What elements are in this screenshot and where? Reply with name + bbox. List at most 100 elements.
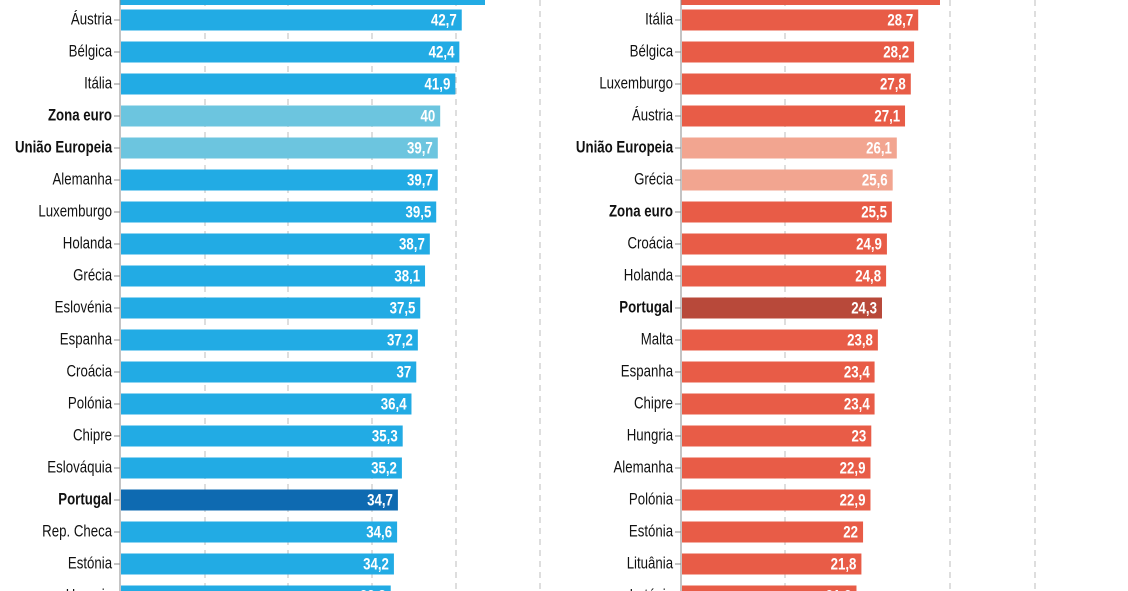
bar	[682, 585, 857, 591]
bar	[682, 233, 887, 255]
bar	[121, 105, 441, 127]
bar	[121, 297, 421, 319]
bar	[682, 73, 911, 95]
value-label: 28,7	[887, 11, 913, 30]
bar	[682, 521, 864, 543]
value-label: 37	[397, 363, 412, 382]
bar	[682, 361, 875, 383]
value-label: 42,7	[431, 11, 457, 30]
category-label: União Europeia	[15, 138, 113, 157]
value-label: 27,1	[874, 107, 900, 126]
bar	[682, 329, 878, 351]
value-label: 42,4	[429, 43, 455, 62]
value-label: 40	[420, 107, 435, 126]
category-label: Áustria	[632, 106, 674, 125]
bar	[682, 105, 906, 127]
bar	[121, 585, 391, 591]
bar	[682, 393, 875, 415]
value-label: 34,6	[366, 523, 392, 542]
value-label: 39,5	[406, 203, 432, 222]
value-label: 26,1	[866, 139, 892, 158]
left-bar-chart: Áustria 42,7 Bélgica 42,4 Itália 41,9 Zona eur…	[15, 0, 485, 591]
category-label: Zona euro	[48, 106, 112, 125]
value-label: 41,9	[425, 75, 451, 94]
bar	[121, 361, 417, 383]
bar	[682, 489, 871, 511]
value-label: 36,4	[381, 395, 407, 414]
bar	[682, 457, 871, 479]
value-label: 33,8	[360, 587, 386, 591]
category-label: Portugal	[619, 298, 673, 317]
bar	[682, 201, 892, 223]
value-label: 22	[843, 523, 858, 542]
value-label: 24,8	[855, 267, 881, 286]
category-label: Holanda	[63, 234, 113, 253]
value-label: 35,3	[372, 427, 398, 446]
bar	[121, 521, 398, 543]
category-label: Polónia	[629, 490, 674, 509]
category-label: Alemanha	[613, 458, 673, 477]
bar	[682, 41, 915, 63]
category-label: Chipre	[73, 426, 112, 445]
value-label: 34,7	[367, 491, 393, 510]
bar	[121, 137, 438, 159]
category-label: Letónia	[630, 586, 674, 591]
category-label: Croácia	[627, 234, 673, 253]
value-label: 39,7	[407, 171, 433, 190]
value-label: 24,3	[851, 299, 877, 318]
category-label: Portugal	[58, 490, 112, 509]
bar	[682, 137, 897, 159]
bar-clipped	[120, 0, 485, 5]
category-label: Grécia	[634, 170, 673, 189]
category-label: Luxemburgo	[38, 202, 112, 221]
bar	[121, 489, 398, 511]
value-label: 37,2	[387, 331, 413, 350]
right-bar-chart: Itália 28,7 Bélgica 28,2 Luxemburgo 27,8 Áustr…	[576, 0, 940, 591]
category-label: Bélgica	[630, 42, 674, 61]
category-label: Itália	[84, 74, 112, 93]
category-label: Hungria	[627, 426, 674, 445]
bar	[682, 297, 882, 319]
category-label: Hungria	[66, 586, 113, 591]
value-label: 38,7	[399, 235, 425, 254]
category-label: Alemanha	[52, 170, 112, 189]
category-label: Croácia	[66, 362, 112, 381]
bar	[121, 73, 456, 95]
category-label: União Europeia	[576, 138, 674, 157]
value-label: 21,8	[831, 555, 857, 574]
category-label: Luxemburgo	[599, 74, 673, 93]
category-label: Áustria	[71, 10, 113, 29]
category-label: Polónia	[68, 394, 113, 413]
bar	[121, 169, 438, 191]
category-label: Malta	[641, 330, 674, 349]
bar	[121, 201, 437, 223]
bar	[682, 265, 887, 287]
value-label: 25,5	[861, 203, 887, 222]
value-label: 23,4	[844, 363, 870, 382]
value-label: 34,2	[363, 555, 389, 574]
value-label: 23	[852, 427, 867, 446]
category-label: Holanda	[624, 266, 674, 285]
bar	[121, 265, 426, 287]
category-label: Chipre	[634, 394, 673, 413]
value-label: 35,2	[371, 459, 397, 478]
category-label: Zona euro	[609, 202, 673, 221]
bar	[682, 553, 862, 575]
category-label: Eslovénia	[55, 298, 113, 317]
category-label: Lituânia	[627, 554, 674, 573]
category-label: Eslováquia	[47, 458, 112, 477]
value-label: 24,9	[856, 235, 882, 254]
value-label: 25,6	[862, 171, 888, 190]
bar	[682, 9, 919, 31]
value-label: 28,2	[883, 43, 909, 62]
value-label: 37,5	[390, 299, 416, 318]
value-label: 21,2	[826, 587, 852, 591]
category-label: Itália	[645, 10, 673, 29]
category-label: Estónia	[629, 522, 674, 541]
value-label: 23,8	[847, 331, 873, 350]
value-label: 38,1	[394, 267, 420, 286]
bar	[682, 425, 872, 447]
category-label: Espanha	[621, 362, 674, 381]
value-label: 22,9	[840, 491, 866, 510]
